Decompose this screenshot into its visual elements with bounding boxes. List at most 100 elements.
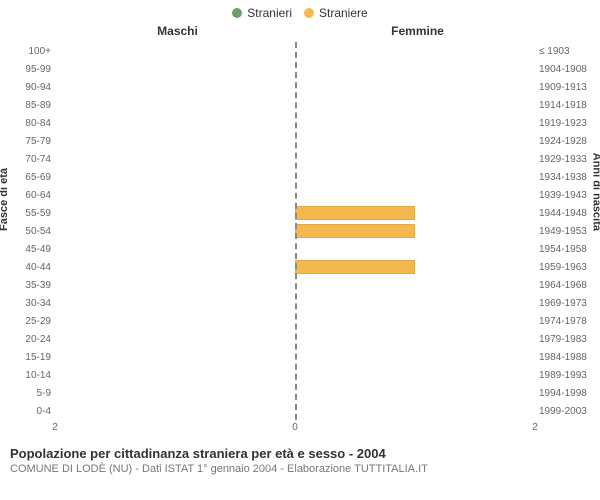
female-half <box>295 96 535 114</box>
chart-subtitle: COMUNE DI LODÈ (NU) - Dati ISTAT 1° genn… <box>10 463 590 475</box>
male-half <box>55 240 295 258</box>
birth-year-label: 1929-1933 <box>539 154 595 165</box>
plot: 100+≤ 190395-991904-190890-941909-191385… <box>55 42 535 420</box>
male-half <box>55 276 295 294</box>
birth-year-label: 1964-1968 <box>539 280 595 291</box>
female-half <box>295 132 535 150</box>
age-label: 65-69 <box>13 172 51 183</box>
female-half <box>295 276 535 294</box>
female-half <box>295 186 535 204</box>
birth-year-label: 1904-1908 <box>539 64 595 75</box>
male-half <box>55 150 295 168</box>
male-half <box>55 168 295 186</box>
birth-year-label: 1969-1973 <box>539 298 595 309</box>
male-half <box>55 60 295 78</box>
female-bar <box>295 224 415 238</box>
chart-area: Fasce di età Anni di nascita 100+≤ 19039… <box>0 42 600 420</box>
legend-item-stranieri: Stranieri <box>232 6 292 20</box>
age-label: 60-64 <box>13 190 51 201</box>
male-half <box>55 78 295 96</box>
male-half <box>55 114 295 132</box>
female-half <box>295 42 535 60</box>
male-half <box>55 204 295 222</box>
female-half <box>295 366 535 384</box>
male-half <box>55 42 295 60</box>
birth-year-label: 1994-1998 <box>539 388 595 399</box>
y-axis-label-left: Fasce di età <box>0 168 10 231</box>
age-label: 75-79 <box>13 136 51 147</box>
male-half <box>55 96 295 114</box>
legend-dot-icon <box>304 8 314 18</box>
age-label: 95-99 <box>13 64 51 75</box>
x-tick: 2 <box>52 422 58 433</box>
female-half <box>295 258 535 276</box>
female-half <box>295 384 535 402</box>
age-label: 10-14 <box>13 370 51 381</box>
male-half <box>55 132 295 150</box>
female-half <box>295 78 535 96</box>
birth-year-label: 1989-1993 <box>539 370 595 381</box>
male-half <box>55 222 295 240</box>
male-half <box>55 366 295 384</box>
age-label: 100+ <box>13 46 51 57</box>
female-half <box>295 330 535 348</box>
female-half <box>295 348 535 366</box>
birth-year-label: 1939-1943 <box>539 190 595 201</box>
birth-year-label: 1974-1978 <box>539 316 595 327</box>
birth-year-label: ≤ 1903 <box>539 46 595 57</box>
female-half <box>295 240 535 258</box>
birth-year-label: 1914-1918 <box>539 100 595 111</box>
male-half <box>55 348 295 366</box>
birth-year-label: 1944-1948 <box>539 208 595 219</box>
age-label: 80-84 <box>13 118 51 129</box>
male-half <box>55 186 295 204</box>
legend-label: Stranieri <box>247 6 292 20</box>
center-divider <box>295 42 297 420</box>
female-bar <box>295 206 415 220</box>
age-label: 90-94 <box>13 82 51 93</box>
female-half <box>295 204 535 222</box>
female-half <box>295 222 535 240</box>
birth-year-label: 1949-1953 <box>539 226 595 237</box>
x-tick: 2 <box>532 422 538 433</box>
chart-title: Popolazione per cittadinanza straniera p… <box>10 446 590 461</box>
birth-year-label: 1919-1923 <box>539 118 595 129</box>
age-label: 15-19 <box>13 352 51 363</box>
age-label: 70-74 <box>13 154 51 165</box>
birth-year-label: 1934-1938 <box>539 172 595 183</box>
age-label: 55-59 <box>13 208 51 219</box>
legend-item-straniere: Straniere <box>304 6 368 20</box>
male-half <box>55 384 295 402</box>
age-label: 25-29 <box>13 316 51 327</box>
female-half <box>295 168 535 186</box>
x-axis: 2 0 2 <box>55 420 535 440</box>
age-label: 45-49 <box>13 244 51 255</box>
female-half <box>295 294 535 312</box>
legend-dot-icon <box>232 8 242 18</box>
female-half <box>295 150 535 168</box>
age-label: 5-9 <box>13 388 51 399</box>
male-half <box>55 258 295 276</box>
birth-year-label: 1999-2003 <box>539 406 595 417</box>
age-label: 35-39 <box>13 280 51 291</box>
age-label: 50-54 <box>13 226 51 237</box>
birth-year-label: 1979-1983 <box>539 334 595 345</box>
female-half <box>295 402 535 420</box>
birth-year-label: 1924-1928 <box>539 136 595 147</box>
column-headers: Maschi Femmine <box>0 24 600 38</box>
male-half <box>55 402 295 420</box>
female-half <box>295 312 535 330</box>
female-bar <box>295 260 415 274</box>
header-femmine: Femmine <box>300 24 600 38</box>
birth-year-label: 1954-1958 <box>539 244 595 255</box>
age-label: 0-4 <box>13 406 51 417</box>
birth-year-label: 1909-1913 <box>539 82 595 93</box>
birth-year-label: 1984-1988 <box>539 352 595 363</box>
legend: Stranieri Straniere <box>0 0 600 20</box>
age-label: 30-34 <box>13 298 51 309</box>
male-half <box>55 294 295 312</box>
birth-year-label: 1959-1963 <box>539 262 595 273</box>
footer: Popolazione per cittadinanza straniera p… <box>0 440 600 475</box>
female-half <box>295 60 535 78</box>
female-half <box>295 114 535 132</box>
